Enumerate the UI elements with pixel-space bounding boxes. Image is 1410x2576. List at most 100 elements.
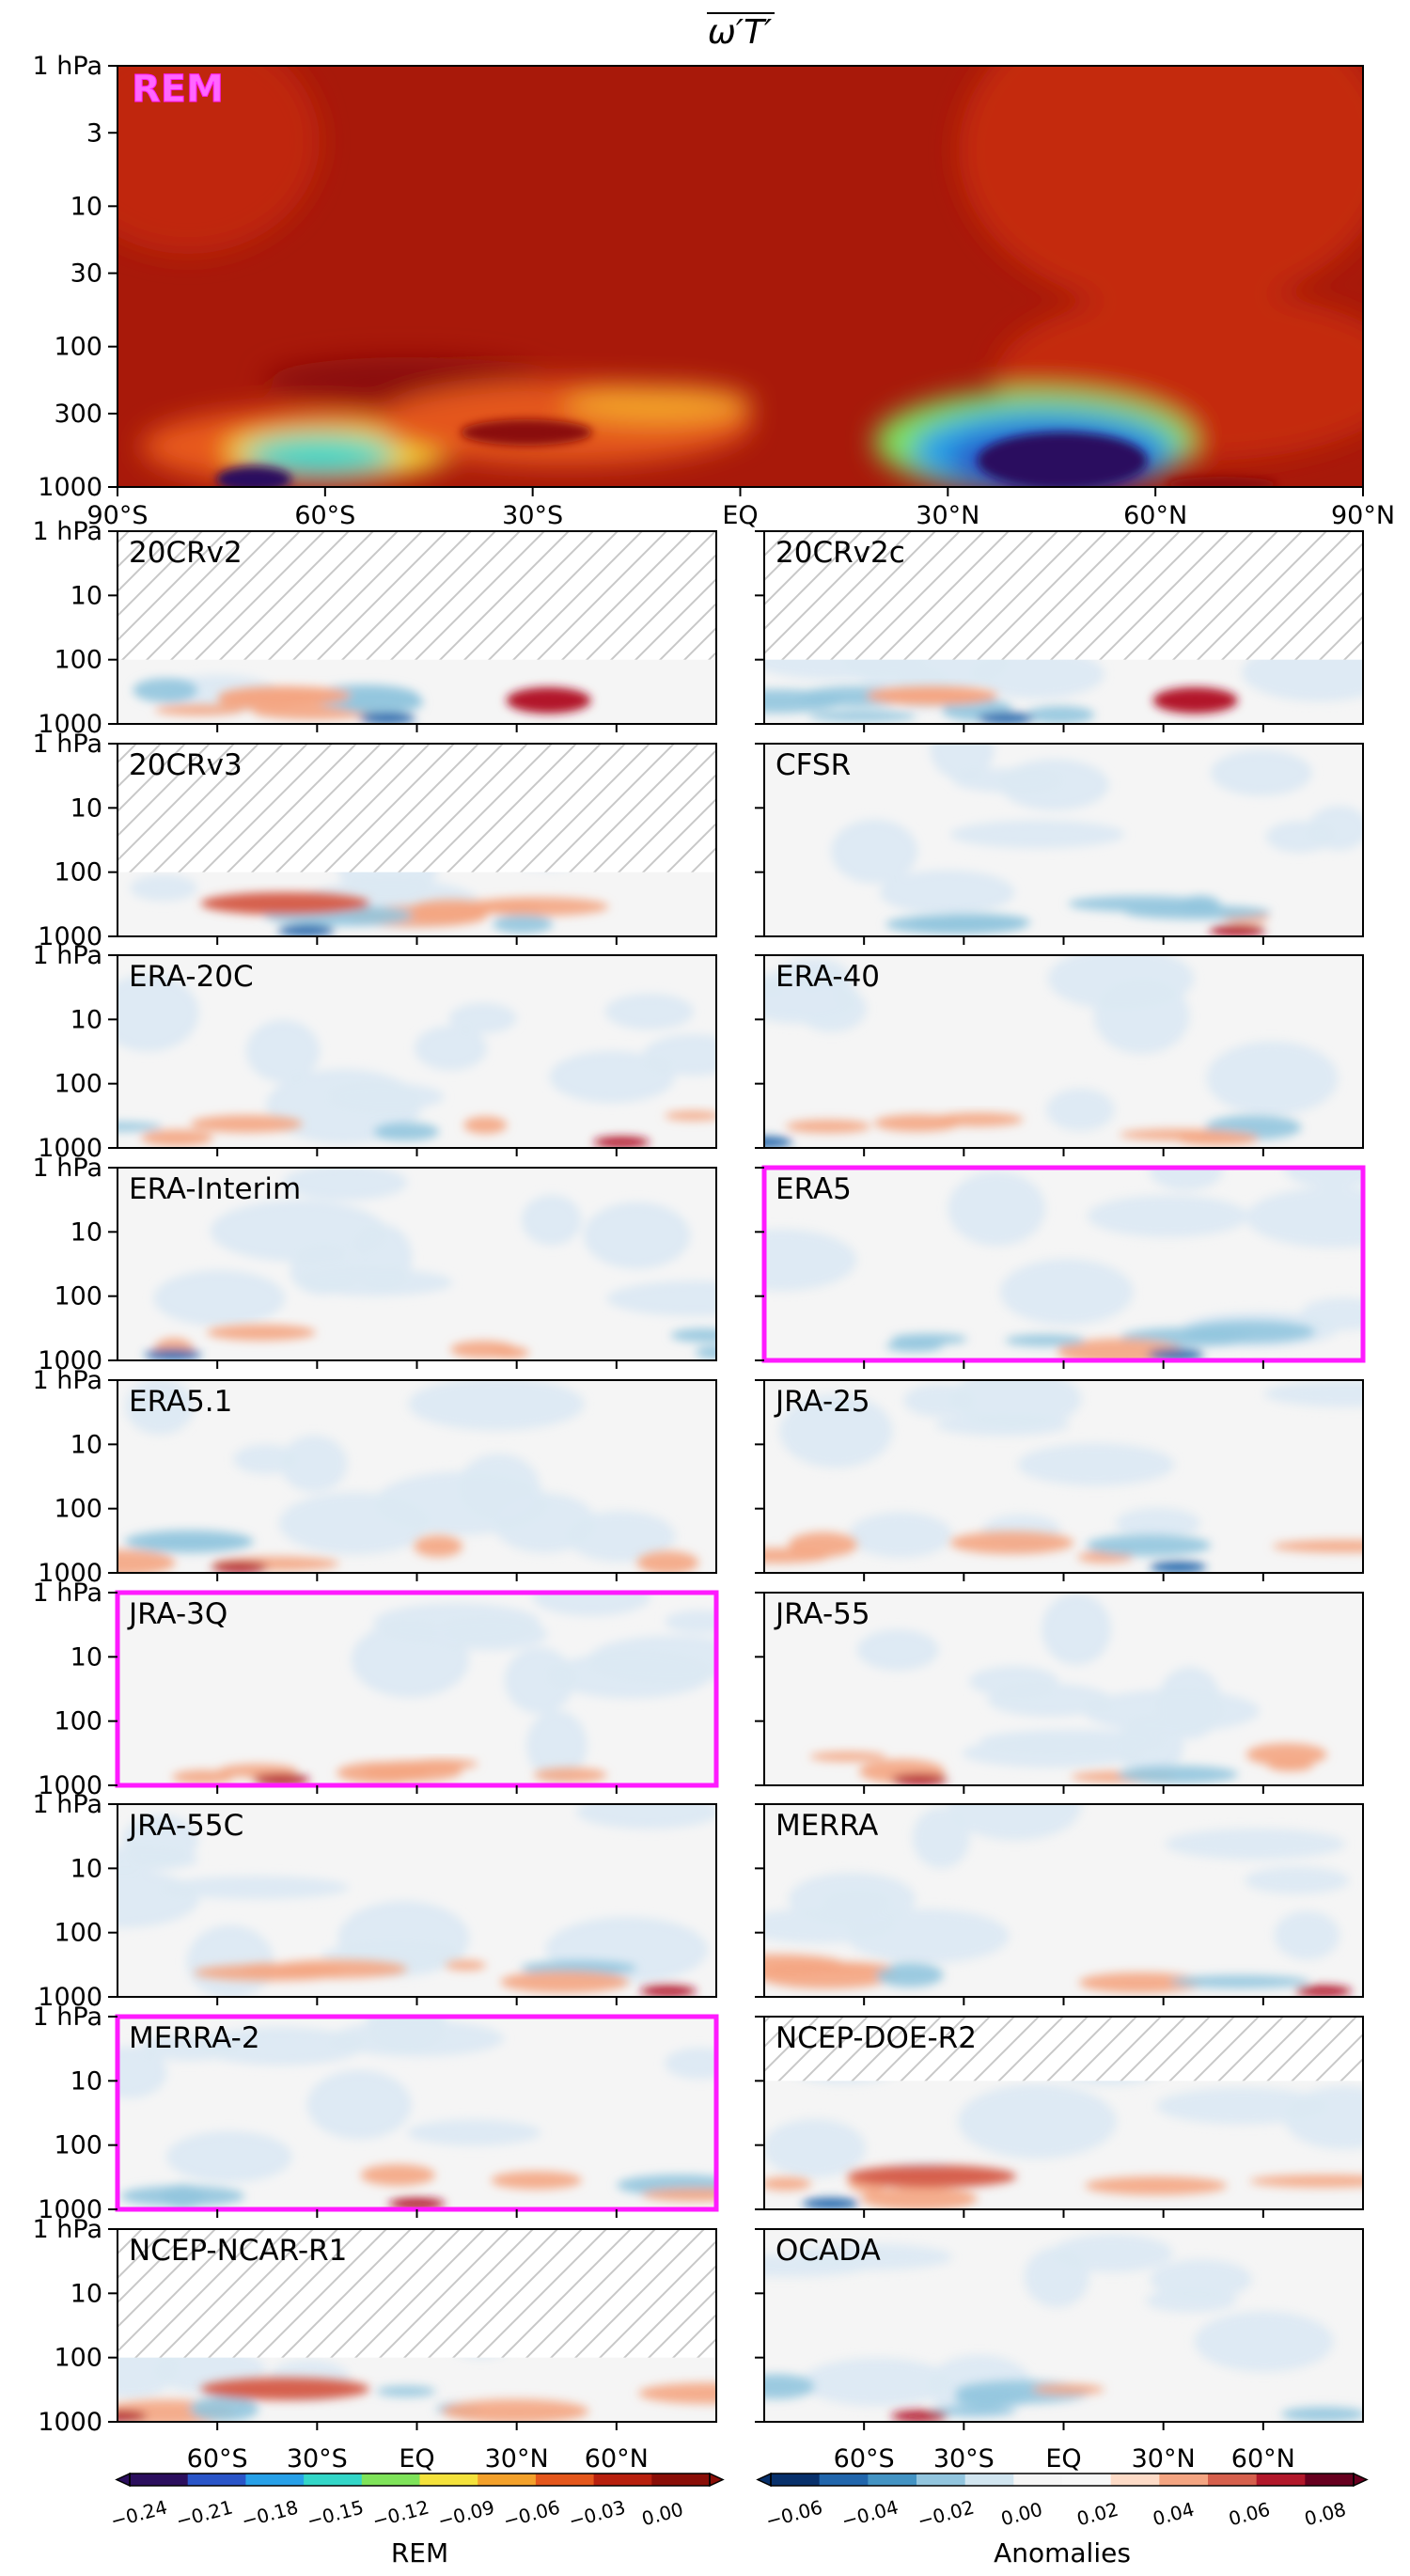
panel-label: OCADA [776, 2234, 881, 2268]
panel-cfsr: CFSR [755, 743, 1364, 945]
rem-panel-label: REM [132, 68, 224, 111]
panel-y-tick-label: 100 [54, 1495, 102, 1524]
panel-field [764, 1168, 1363, 1360]
colorbar-rem: −0.24 −0.21 −0.18 −0.15 −0.12 −0.09 −0.06 −0.03… [108, 2472, 725, 2568]
colorbar-tick-label: −0.24 [108, 2496, 169, 2533]
colorbar-label: REM [391, 2537, 448, 2568]
panel-jra-55: JRA-55 [755, 1592, 1364, 1794]
colorbar-swatch [304, 2474, 363, 2486]
panel-field [764, 1380, 1363, 1573]
panel-y-tick-label: 1000 [38, 1771, 102, 1800]
panel-era-40: ERA-40 [755, 954, 1364, 1156]
colorbar-tick-label: −0.18 [239, 2496, 300, 2533]
panel-y-tick-label: 100 [54, 1070, 102, 1099]
panel-field [118, 955, 716, 1148]
colorbar-tick-label: 0.04 [1151, 2498, 1197, 2531]
hatch-region [764, 531, 1363, 660]
panel-label: NCEP-NCAR-R1 [129, 2234, 347, 2268]
panel-ncep-doe-r2: NCEP-DOE-R2 [755, 2016, 1364, 2218]
panel-20crv2: 20CRv2 1 hPa 10 100 1000 [33, 517, 717, 739]
panel-label: JRA-55C [127, 1809, 243, 1843]
chart-title: ω′T′ [708, 13, 772, 52]
colorbar-tick-label: 0.06 [1226, 2498, 1272, 2531]
rem-x-tick-label: EQ [722, 501, 758, 530]
panel-label: 20CRv2c [776, 536, 905, 570]
hatch-region [764, 2017, 1363, 2081]
panel-field [118, 1380, 716, 1573]
colorbar-tick-label: −0.12 [370, 2496, 431, 2533]
panel-y-tick-label: 1000 [38, 1134, 102, 1163]
panel-merra: MERRA [755, 1803, 1364, 2005]
panel-y-tick-label: 1 hPa [33, 2003, 103, 2032]
panel-field [764, 955, 1363, 1148]
colorbar-tick-label: −0.04 [839, 2496, 901, 2533]
panel-y-tick-label: 100 [54, 646, 102, 675]
panel-label: ERA-Interim [129, 1172, 301, 1206]
panel-x-tick-label: EQ [1045, 2444, 1081, 2474]
colorbar-tick-label: −0.03 [566, 2496, 627, 2533]
panel-x-tick-label: 30°S [287, 2444, 348, 2474]
colorbar-swatch [130, 2474, 189, 2486]
colorbar-frame [129, 2473, 711, 2487]
panel-label: CFSR [776, 748, 851, 782]
panel-y-tick-label: 10 [70, 581, 102, 610]
panel-label: ERA5.1 [129, 1385, 232, 1419]
colorbar-swatch [1062, 2474, 1112, 2486]
panel-ncep-ncar-r1: NCEP-NCAR-R1 1 hPa 10 100 1000 [33, 2215, 717, 2437]
colorbar-swatch [916, 2474, 966, 2486]
colorbar-swatch [535, 2474, 595, 2486]
panel-label: JRA-55 [774, 1597, 870, 1631]
panel-era5: ERA5 [755, 1165, 1366, 1369]
panel-y-tick-label: 10 [70, 1430, 102, 1459]
colorbar-swatch [964, 2474, 1014, 2486]
colorbar-extend-high [1353, 2472, 1369, 2488]
panel-label: JRA-3Q [127, 1597, 227, 1631]
panel-y-tick-label: 1 hPa [33, 2215, 103, 2244]
panel-y-tick-label: 10 [70, 793, 102, 823]
panel-y-tick-label: 1000 [38, 2195, 102, 2224]
panel-y-tick-label: 100 [54, 1707, 102, 1736]
panel-label: ERA-40 [776, 960, 880, 994]
panel-y-tick-label: 100 [54, 858, 102, 887]
colorbar-anomalies: −0.06 −0.04 −0.02 0.00 0.02 0.04 0.06 0.08 Anoma… [756, 2472, 1369, 2568]
panel-field [118, 744, 716, 936]
panel-x-tick-label: 30°N [485, 2444, 549, 2474]
rem-x-axis: 90°S 60°S 30°S EQ 30°N 60°N 90°N [87, 487, 1395, 530]
panel-era5-1: ERA5.1 1 hPa 10 100 1000 [33, 1366, 717, 1588]
colorbar-swatch [361, 2474, 420, 2486]
colorbar-tick-label: 0.00 [639, 2498, 685, 2531]
rem-x-tick-label: 90°S [87, 501, 149, 530]
rem-x-tick-label: 60°N [1123, 501, 1187, 530]
colorbar-swatch [478, 2474, 537, 2486]
colorbars: −0.24 −0.21 −0.18 −0.15 −0.12 −0.09 −0.06 −0.03… [108, 2472, 1369, 2568]
rem-y-tick-label: 10 [70, 192, 102, 221]
panel-y-tick-label: 1000 [38, 922, 102, 951]
colorbar-frame [770, 2473, 1355, 2487]
panel-ocada: OCADA [755, 2228, 1364, 2430]
colorbar-tick-label: 0.08 [1302, 2498, 1348, 2531]
rem-y-tick-label: 30 [70, 259, 102, 289]
panel-y-tick-label: 1 hPa [33, 1366, 103, 1395]
panel-era-20c: ERA-20C 1 hPa 10 100 1000 [33, 941, 717, 1163]
panel-x-tick-label: EQ [399, 2444, 434, 2474]
panel-20crv3: 20CRv3 1 hPa 10 100 1000 [33, 730, 717, 951]
hatch-region [118, 744, 716, 872]
panel-label: 20CRv2 [129, 536, 243, 570]
panel-field [764, 2229, 1363, 2422]
colorbar-extend-high [709, 2472, 725, 2488]
panel-y-tick-label: 1 hPa [33, 730, 103, 759]
hatch-region [118, 531, 716, 660]
panel-y-tick-label: 10 [70, 1854, 102, 1883]
panel-jra-55c: JRA-55C 1 hPa 10 100 1000 [33, 1790, 717, 2012]
panel-y-tick-label: 100 [54, 2344, 102, 2373]
panel-y-tick-label: 1000 [38, 1559, 102, 1588]
rem-y-tick-label: 1 hPa [33, 52, 103, 81]
colorbar-swatch [187, 2474, 246, 2486]
colorbar-tick-label: −0.06 [501, 2496, 562, 2533]
rem-x-tick-label: 30°N [916, 501, 979, 530]
panel-y-tick-label: 100 [54, 1282, 102, 1312]
colorbar-swatch [593, 2474, 652, 2486]
panel-field [764, 1804, 1363, 1997]
panel-y-tick-label: 1000 [38, 710, 102, 739]
